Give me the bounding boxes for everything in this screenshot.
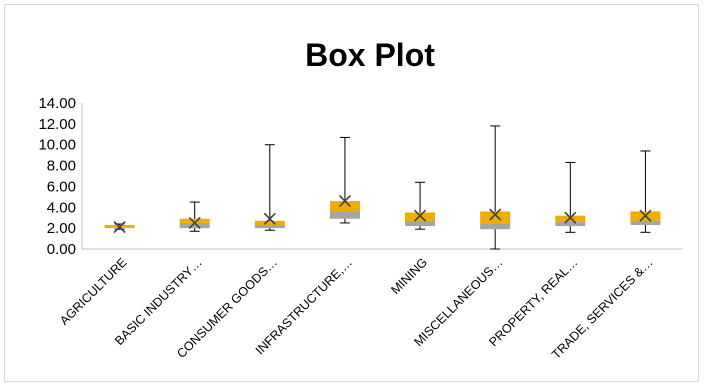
mean-marker [413,209,427,222]
box-1 [104,221,135,234]
chart-area [4,4,699,382]
box-lower-quartile [254,225,285,229]
y-axis-labels: 0.00 2.00 4.00 6.00 8.00 10.00 12.00 14.00 [38,95,76,258]
box-upper-quartile [254,220,285,226]
mean-marker [338,194,352,208]
x-category-label: AGRICULTURE [57,255,130,328]
y-tick-label: 12.00 [38,116,76,133]
box-lower-quartile [179,222,210,229]
y-tick-label: 6.00 [47,178,76,195]
y-tick-label: 14.00 [38,95,76,112]
mean-marker [639,209,652,222]
mean-marker [113,221,126,234]
box-6 [480,125,511,250]
box-upper-quartile [480,211,511,224]
box-lower-quartile [555,221,586,227]
box-5 [405,181,436,230]
mean-marker [564,211,577,224]
box-2 [179,201,210,232]
box-lower-quartile [329,211,360,219]
box-4 [329,136,360,224]
box-upper-quartile [179,218,210,223]
box-series [104,125,661,250]
box-lower-quartile [480,223,511,230]
chart-title: Box Plot [305,37,435,73]
box-lower-quartile [630,220,661,226]
box-upper-quartile [329,201,360,212]
box-lower-quartile [405,220,436,227]
box-7 [555,161,586,233]
box-8 [630,150,661,233]
x-category-label: MINING [388,255,430,297]
mean-marker [489,208,502,221]
y-tick-label: 10.00 [38,137,76,154]
mean-marker [263,212,276,225]
y-tick-label: 2.00 [47,220,76,237]
y-tick-label: 0.00 [47,241,76,258]
y-tick-label: 4.00 [47,199,76,216]
mean-marker [188,216,201,229]
y-tick-label: 8.00 [47,158,76,175]
box-3 [254,144,285,231]
